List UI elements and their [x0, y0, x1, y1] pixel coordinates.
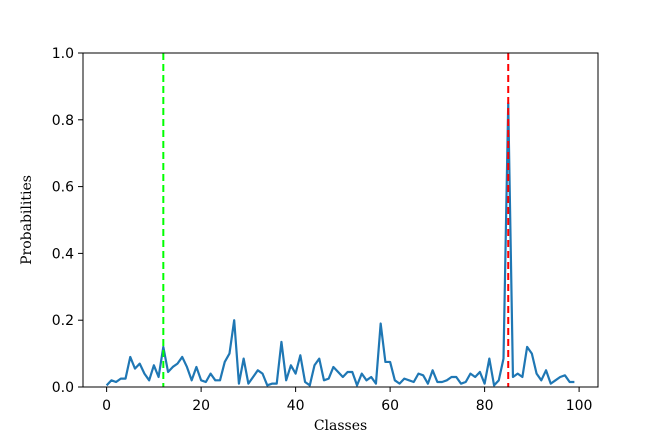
x-tick-label: 40	[287, 398, 305, 414]
y-tick-label: 0.8	[52, 113, 74, 129]
y-tick-label: 0.6	[52, 180, 74, 196]
y-tick-label: 0.0	[52, 380, 74, 396]
y-tick-label: 0.4	[52, 246, 74, 262]
y-tick-label: 1.0	[52, 46, 74, 62]
x-tick-label: 20	[192, 398, 210, 414]
series-line-0	[105, 101, 575, 387]
x-tick-label: 80	[476, 398, 494, 414]
axis-ticks: 0 20 40 60 80 100 0.0 0.2 0.4 0.6 0.8 1.0	[52, 46, 593, 414]
x-tick-label: 60	[381, 398, 399, 414]
x-tick-label: 100	[566, 398, 593, 414]
y-axis-label: Probabilities	[19, 175, 35, 265]
axes-frame	[82, 52, 599, 388]
x-axis-label: Classes	[314, 418, 367, 434]
x-tick-label: 0	[102, 398, 111, 414]
y-tick-label: 0.2	[52, 313, 74, 329]
plot-area	[105, 53, 575, 387]
